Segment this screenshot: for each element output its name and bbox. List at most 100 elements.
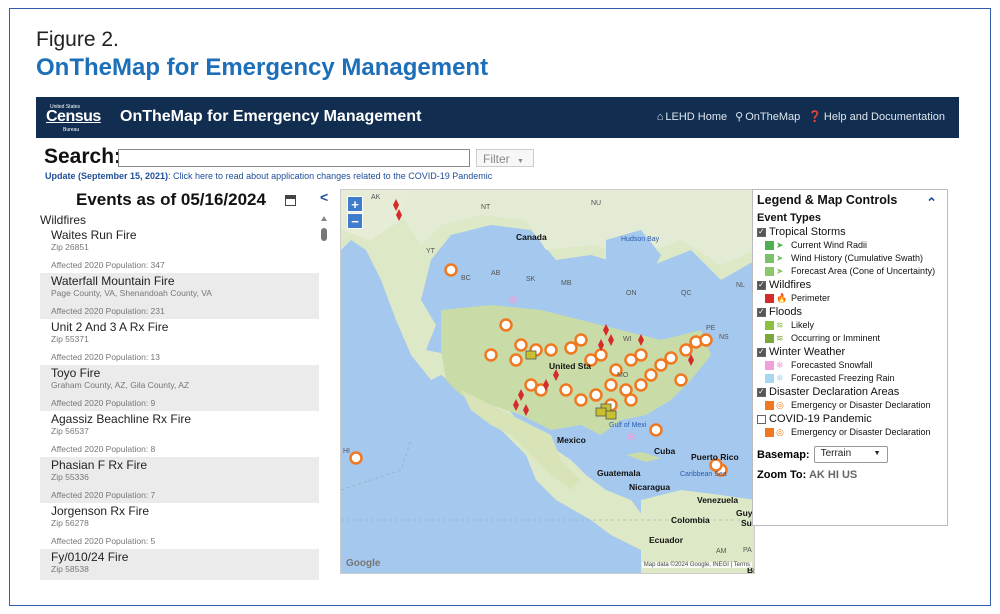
zoom-to-hi-link[interactable]: HI (827, 469, 839, 481)
map-label-nt: NT (481, 204, 491, 211)
wildfire-marker (598, 339, 604, 351)
legend-item: ◎ Emergency or Disaster Declaration (765, 426, 943, 438)
legend-panel: Legend & Map Controls ⌃ Event Types Trop… (752, 189, 948, 526)
scroll-up-arrow[interactable] (321, 216, 327, 221)
legend-group-toggle[interactable]: Disaster Declaration Areas (757, 386, 943, 398)
legend-group-toggle[interactable]: COVID-19 Pandemic (757, 413, 943, 425)
event-location: Zip 56278 (51, 518, 89, 528)
legend-item: ≋ Occurring or Imminent (765, 332, 943, 344)
map-attribution[interactable]: Map data ©2024 Google, INEGI | Terms (641, 562, 752, 568)
map-label-ab: AB (491, 270, 501, 277)
wildfire-marker (638, 334, 644, 346)
map-label-am: AM (716, 548, 727, 555)
event-location: Graham County, AZ, Gila County, AZ (51, 380, 190, 390)
map-label-united-states: United Sta (549, 361, 592, 371)
map-label-canada: Canada (516, 232, 547, 242)
event-population: Affected 2020 Population: 9 (51, 398, 156, 408)
legend-group-label: Floods (769, 306, 803, 318)
app-window: United States Census Bureau OnTheMap for… (36, 97, 959, 580)
disaster-declaration-marker (709, 458, 723, 472)
nav-onthemap[interactable]: ⚲ OnTheMap (735, 110, 800, 124)
nav-links: ⌂ LEHD Home ⚲ OnTheMap ❓ Help and Docume… (657, 110, 945, 124)
legend-swatch (765, 427, 774, 437)
wildfire-marker (513, 399, 519, 411)
help-icon: ❓ (808, 111, 822, 123)
event-list-item[interactable]: Waites Run Fire Zip 26851 Affected 2020 Po… (40, 227, 319, 273)
legend-item-label: Forecasted Snowfall (791, 360, 873, 370)
legend-checkbox[interactable] (757, 227, 766, 237)
legend-group-toggle[interactable]: Floods (757, 306, 943, 318)
scrollbar-thumb[interactable] (321, 228, 327, 241)
zoom-to-us-link[interactable]: US (841, 469, 858, 481)
disaster-declaration-marker (594, 348, 608, 362)
legend-group-toggle[interactable]: Tropical Storms (757, 226, 943, 238)
nav-label: LEHD Home (665, 110, 728, 123)
basemap-label: Basemap: (757, 448, 810, 461)
legend-checkbox[interactable] (757, 307, 766, 317)
legend-swatch (765, 293, 774, 303)
event-name: Waites Run Fire (51, 228, 137, 242)
legend-group-label: Tropical Storms (769, 226, 846, 238)
legend-swatch (765, 360, 774, 370)
logo-top-text: United States (50, 104, 81, 110)
legend-item: 🔥 Perimeter (765, 292, 943, 304)
collapse-panel-button[interactable]: < (320, 189, 329, 205)
legend-checkbox[interactable] (757, 280, 766, 290)
update-notice-link[interactable]: Update (September 15, 2021): Click here … (45, 171, 492, 181)
map-view[interactable]: ❄ ❄ + − AK NT NU YT Canada Hudson Bay BC … (340, 189, 755, 574)
wind-icon: ➤ (776, 253, 784, 263)
event-list-item[interactable]: Toyo Fire Graham County, AZ, Gila County,… (40, 365, 319, 411)
nav-lehd-home[interactable]: ⌂ LEHD Home (657, 110, 727, 123)
nav-help[interactable]: ❓ Help and Documentation (808, 110, 945, 124)
hudson-bay-water (606, 230, 661, 285)
disaster-declaration-marker (679, 343, 693, 357)
census-logo[interactable]: United States Census Bureau (46, 102, 101, 134)
event-list-item[interactable]: Agassiz Beachline Rx Fire Zip 56537 Affect… (40, 411, 319, 457)
figure-title: OnTheMap for Emergency Management (36, 54, 489, 81)
disaster-declaration-marker (674, 373, 688, 387)
filter-dropdown[interactable]: Filter ▼ (476, 149, 534, 167)
zoom-to-ak-link[interactable]: AK (808, 469, 825, 481)
map-label-ns: NS (719, 334, 729, 341)
event-list-item[interactable]: Waterfall Mountain Fire Page County, VA, … (40, 273, 319, 319)
map-label-hudson-bay: Hudson Bay (621, 236, 660, 243)
legend-checkbox[interactable] (757, 414, 766, 424)
legend-group-toggle[interactable]: Wildfires (757, 279, 943, 291)
disaster-declaration-marker (604, 378, 618, 392)
legend-checkbox[interactable] (757, 347, 766, 357)
map-label-yt: YT (426, 248, 435, 255)
calendar-icon[interactable] (285, 195, 296, 206)
zoom-out-button[interactable]: − (347, 213, 363, 229)
zoom-in-button[interactable]: + (347, 196, 363, 212)
event-location: Zip 55336 (51, 472, 89, 482)
map-label-qc: QC (681, 290, 692, 297)
basemap-select[interactable]: Terrain ▼ (813, 446, 888, 463)
flood-icon: ≋ (776, 333, 784, 343)
map-label-nicaragua: Nicaragua (629, 482, 671, 492)
event-list-item[interactable]: Phasian F Rx Fire Zip 55336 Affected 2020 … (40, 457, 319, 503)
map-label-nl: NL (736, 282, 745, 289)
map-pin-icon: ⚲ (735, 111, 744, 123)
map-label-hi: HI (343, 448, 350, 455)
winter-weather-marker: ❄ (508, 293, 518, 307)
event-list-item[interactable]: Jorgenson Rx Fire Zip 56278 Affected 2020 … (40, 503, 319, 549)
map-canvas: ❄❄ (341, 190, 754, 573)
map-label-venezuela: Venezuela (697, 495, 739, 505)
logo-bottom-text: Bureau (63, 127, 80, 133)
search-input[interactable] (118, 149, 470, 167)
update-date: Update (September 15, 2021) (45, 171, 169, 181)
events-list: Wildfires Waites Run Fire Zip 26851 Affect… (40, 211, 322, 580)
map-label-mexico: Mexico (557, 435, 586, 445)
event-population: Affected 2020 Population: 231 (51, 306, 165, 316)
legend-group-toggle[interactable]: Winter Weather (757, 346, 943, 358)
legend-swatch (765, 373, 774, 383)
disaster-declaration-marker (349, 451, 363, 465)
event-name: Toyo Fire (51, 366, 101, 380)
legend-checkbox[interactable] (757, 387, 766, 397)
map-label-pe: PE (706, 325, 716, 332)
event-population: Affected 2020 Population: 13 (51, 352, 161, 362)
legend-item: ◎ Emergency or Disaster Declaration (765, 399, 943, 411)
event-list-item[interactable]: Unit 2 And 3 A Rx Fire Zip 55371 Affected … (40, 319, 319, 365)
collapse-legend-chevron-icon[interactable]: ⌃ (926, 195, 937, 210)
